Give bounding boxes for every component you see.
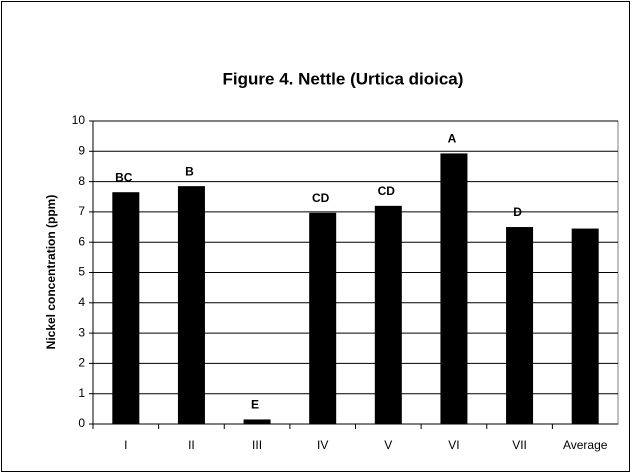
y-tick-label: 4 xyxy=(78,295,85,309)
bar xyxy=(440,153,468,424)
bar-annotation: E xyxy=(251,398,259,412)
y-tick-label: 3 xyxy=(78,325,85,339)
x-tick-label: III xyxy=(252,438,262,452)
bar-annotation: BC xyxy=(115,170,133,184)
x-tick-label: V xyxy=(384,438,392,452)
x-tick-label: II xyxy=(188,438,195,452)
bar xyxy=(309,212,337,424)
bar xyxy=(571,228,599,424)
y-tick-label: 10 xyxy=(72,113,86,127)
bar-annotation: D xyxy=(513,205,522,219)
x-tick-label: Average xyxy=(563,438,608,452)
chart-title: Figure 4. Nettle (Urtica dioica) xyxy=(223,69,464,88)
x-tick-label: VII xyxy=(512,438,527,452)
x-tick-label: VI xyxy=(448,438,459,452)
y-tick-label: 0 xyxy=(78,416,85,430)
bar xyxy=(177,186,205,424)
y-axis-label: Nickel concentration (ppm) xyxy=(44,195,58,350)
y-tick-label: 6 xyxy=(78,234,85,248)
bar xyxy=(374,205,402,424)
bar-annotation: CD xyxy=(312,191,330,205)
bar xyxy=(243,419,271,424)
x-tick-label: IV xyxy=(317,438,328,452)
y-tick-label: 1 xyxy=(78,386,85,400)
x-tick-label: I xyxy=(124,438,127,452)
bar xyxy=(112,192,140,424)
y-tick-label: 5 xyxy=(78,265,85,279)
bar-annotation: B xyxy=(185,164,194,178)
bar-annotation: CD xyxy=(378,184,396,198)
bar xyxy=(506,227,534,424)
y-tick-label: 8 xyxy=(78,174,85,188)
bar-annotation: A xyxy=(448,132,457,146)
y-tick-label: 7 xyxy=(78,204,85,218)
y-tick-label: 2 xyxy=(78,356,85,370)
y-tick-label: 9 xyxy=(78,143,85,157)
